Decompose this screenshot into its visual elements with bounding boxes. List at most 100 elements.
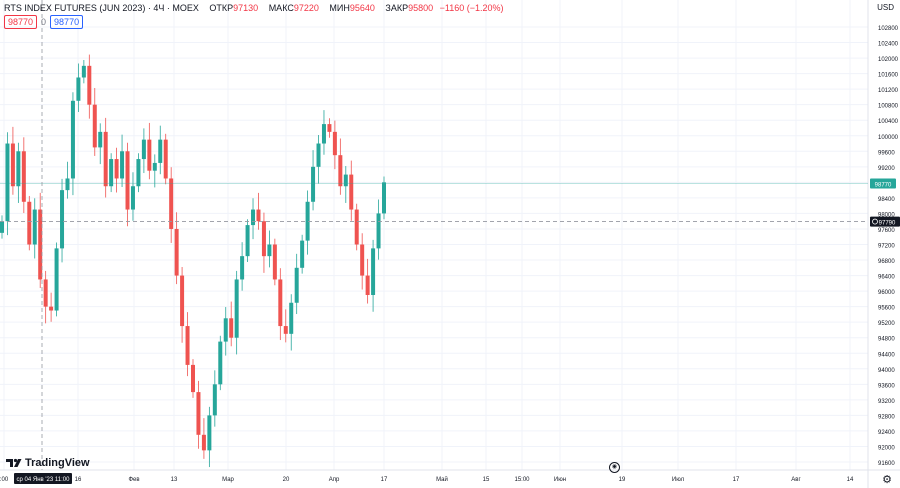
y-tick-label: 94800 — [878, 337, 895, 343]
x-tick-label: Мар — [222, 477, 234, 483]
y-tick-label: 93200 — [878, 399, 895, 405]
open-value: 97130 — [233, 3, 259, 13]
y-tick-label: 99200 — [878, 166, 895, 172]
x-tick-label: 19 — [619, 477, 626, 483]
candle-body — [169, 178, 174, 229]
y-tick-label: 100000 — [878, 135, 899, 141]
candle-body — [201, 434, 206, 451]
tradingview-logo-icon — [6, 458, 22, 467]
candle-body — [141, 139, 146, 160]
candle-body — [267, 244, 272, 257]
candle-body — [289, 302, 294, 334]
candle-body — [174, 228, 179, 276]
candle-body — [300, 240, 305, 268]
y-tick-label: 96400 — [878, 275, 895, 281]
tradingview-logo[interactable]: TradingView — [6, 457, 90, 469]
currency-selector[interactable]: USD — [877, 3, 894, 12]
buy-sell-panel: 98770 0 98770 — [4, 15, 84, 29]
y-tick-label: 102800 — [878, 26, 899, 32]
candle-body — [87, 65, 92, 105]
y-tick-label: 92400 — [878, 430, 895, 436]
candle-body — [152, 162, 157, 171]
low-label: МИН — [329, 3, 350, 13]
symbol-title[interactable]: RTS INDEX FUTURES (JUN 2023) · 4Ч · MOEX — [4, 3, 199, 13]
candle-body — [360, 244, 365, 276]
y-tick-label: 95600 — [878, 306, 895, 312]
x-tick-label: 13 — [171, 477, 178, 483]
x-tick-label: Фев — [128, 477, 139, 483]
close-label: ЗАКР — [385, 3, 409, 13]
open-label: ОТКР — [209, 3, 234, 13]
y-tick-label: 102000 — [878, 57, 899, 63]
x-tick-label: 17 — [733, 477, 740, 483]
candle-body — [321, 124, 326, 144]
candle-body — [354, 209, 359, 245]
candle-body — [332, 131, 337, 156]
y-tick-label: 97200 — [878, 244, 895, 250]
x-tick-label: Май — [436, 476, 448, 483]
candle-body — [109, 159, 114, 187]
y-tick-label: 92800 — [878, 414, 895, 420]
candle-body — [218, 341, 223, 385]
x-tick-label: 17 — [381, 477, 388, 483]
candle-body — [343, 174, 348, 187]
candle-body — [327, 124, 332, 132]
gear-icon[interactable]: ⚙ — [882, 474, 892, 486]
candle-body — [349, 174, 354, 210]
high-value: 97220 — [293, 3, 319, 13]
sell-button[interactable]: 98770 — [4, 15, 38, 29]
crosshair-time-label: ср 04 Янв '23 11:00 — [17, 477, 71, 483]
candle-body — [240, 256, 245, 280]
candle-body — [32, 209, 37, 245]
candle-body — [81, 65, 86, 78]
candle-body — [212, 384, 217, 416]
candle-body — [305, 201, 310, 241]
candle-body — [16, 151, 21, 187]
brand-name: TradingView — [25, 457, 90, 469]
buy-button[interactable]: 98770 — [50, 15, 84, 29]
x-tick-label: :00 — [0, 477, 9, 483]
y-tick-label: 91600 — [878, 461, 895, 467]
y-tick-label: 95200 — [878, 321, 895, 327]
y-tick-label: 100400 — [878, 119, 899, 125]
candle-body — [70, 100, 75, 179]
y-tick-label: 100800 — [878, 104, 899, 110]
candle-body — [54, 248, 59, 311]
candle-body — [229, 318, 234, 338]
candle-body — [114, 159, 119, 179]
low-value: 95640 — [349, 3, 375, 13]
candle-body — [103, 131, 108, 187]
y-tick-label: 96800 — [878, 259, 895, 265]
candle-body — [163, 139, 168, 179]
y-tick-label: 101600 — [878, 73, 899, 79]
candle-body — [294, 267, 299, 303]
x-tick-label: Июн — [554, 477, 566, 483]
candle-body — [10, 143, 15, 187]
candle-body — [376, 213, 381, 249]
y-tick-label: 94400 — [878, 352, 895, 358]
y-tick-label: 98400 — [878, 197, 895, 203]
y-tick-label: 102400 — [878, 42, 899, 48]
candle-body — [382, 182, 386, 214]
y-tick-label: 94000 — [878, 368, 895, 374]
candle-body — [261, 221, 266, 257]
goto-realtime-icon[interactable]: ◉ — [609, 462, 620, 473]
candle-body — [27, 201, 32, 245]
x-tick-label: 20 — [283, 477, 290, 483]
candle-body — [76, 77, 81, 101]
candle-body — [49, 306, 54, 311]
candle-body — [191, 364, 195, 393]
candle-body — [125, 151, 130, 210]
spread-value: 0 — [41, 17, 47, 27]
candle-body — [180, 275, 185, 327]
candle-body — [43, 279, 48, 307]
x-tick-label: Июл — [672, 477, 685, 483]
x-tick-label: 16 — [75, 477, 82, 483]
candle-body — [196, 392, 201, 435]
candle-body — [316, 143, 321, 167]
candle-body — [0, 221, 4, 233]
last-price-label: 98770 — [875, 183, 892, 189]
x-tick-label: 15 — [483, 477, 490, 483]
candle-body — [60, 190, 65, 249]
